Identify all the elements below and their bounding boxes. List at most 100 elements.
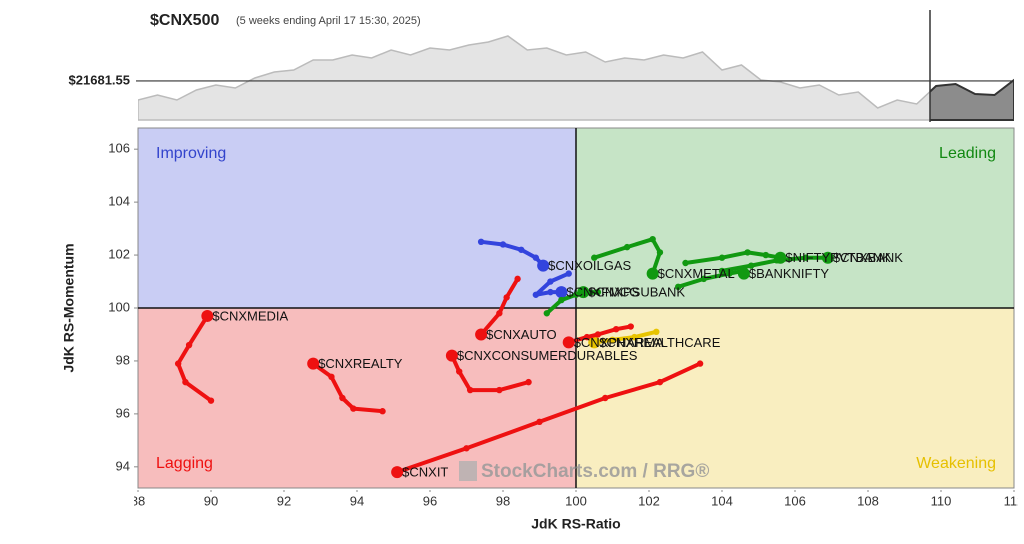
head-dot	[391, 466, 404, 479]
panel-subtitle: (5 weeks ending April 17 15:30, 2025)	[236, 15, 421, 27]
quadrant	[576, 308, 1014, 488]
x-tick-label: 104	[711, 493, 733, 508]
trail-dot	[748, 262, 755, 269]
y-tick-label: 106	[108, 141, 130, 156]
panel-title: $CNX500	[150, 12, 219, 29]
trail-dot	[591, 254, 598, 261]
y-axis-title: JdK RS-Momentum	[61, 243, 77, 372]
trail-dot	[609, 336, 616, 343]
head-dot	[646, 267, 659, 280]
series-label: $NIFTYPVTBANK	[785, 250, 891, 265]
rrg-panel: Improving Leading Lagging Weakening 88 90 92 94…	[61, 127, 1024, 532]
series-label: $CNXPHARMA	[574, 335, 665, 350]
trail-dot	[536, 418, 543, 426]
x-tick-label: 102	[638, 493, 660, 508]
trail-dot	[525, 378, 532, 386]
trail-dot	[207, 397, 215, 404]
trail	[592, 329, 659, 345]
trail-dot	[185, 341, 193, 349]
head-dot	[737, 267, 750, 280]
x-tick-label: 88	[131, 493, 145, 508]
y-tick-label: 96	[116, 405, 130, 420]
trail-dot	[518, 246, 525, 253]
quadrant-label: Weakening	[916, 455, 996, 472]
series-label: $CNXMETAL	[658, 266, 735, 281]
price-panel: $CNX500 (5 weeks ending April 17 15:30, 2…	[69, 10, 1014, 122]
trail-dot	[182, 378, 189, 386]
x-tick-label: 100	[565, 493, 587, 508]
head-dot	[562, 336, 575, 349]
watermark-icon	[459, 461, 477, 481]
trail-dot	[583, 333, 591, 341]
trail-dot	[602, 394, 609, 402]
series-label: $CNXCONSUMERDURABLES	[457, 348, 638, 363]
head-dot	[588, 336, 601, 349]
trail-dot	[379, 408, 386, 415]
trail-dot	[496, 310, 503, 317]
last-price-label: $21681.55	[69, 72, 130, 87]
price-tail-area	[930, 78, 1014, 121]
head-dot	[475, 328, 488, 341]
trail-dot	[627, 323, 634, 330]
trail-dot	[762, 251, 769, 259]
trail-dot	[682, 259, 689, 267]
trail-dot	[802, 254, 810, 261]
series-label: $CNXPSUBANK	[588, 285, 685, 300]
trail-dot	[656, 249, 664, 256]
x-axis-title: JdK RS-Ratio	[531, 516, 620, 532]
trail-dot	[565, 270, 572, 277]
head-dot	[537, 259, 550, 272]
trail-dot	[328, 373, 335, 381]
y-tick-label: 102	[108, 246, 130, 261]
quadrant-label: Improving	[156, 145, 226, 162]
x-tick-label: 90	[204, 493, 218, 508]
trail-dot	[532, 254, 540, 261]
trail-dot	[496, 386, 503, 394]
trail	[479, 276, 520, 337]
trail-dot	[456, 368, 463, 375]
trail-dot	[514, 275, 521, 283]
x-tick-label: 92	[277, 493, 291, 508]
y-tick-label: 100	[108, 299, 130, 314]
series-label: $CNXBANK	[833, 250, 903, 265]
trail-dot	[503, 294, 510, 301]
series-label: $CNXHEALTHCARE	[599, 335, 720, 350]
trail-dot	[477, 238, 485, 246]
series-label: $BANKNIFTY	[749, 266, 830, 281]
x-tick-label: 108	[857, 493, 879, 508]
quadrant	[138, 128, 576, 308]
head-dot	[201, 309, 214, 322]
series-label: $CNXFMCG	[566, 285, 639, 300]
series-label: $CNXAUTO	[486, 327, 557, 342]
trail-dot	[631, 333, 638, 341]
series-layer	[174, 235, 834, 479]
head-dot	[577, 286, 590, 299]
trail-dot	[675, 283, 682, 291]
x-ticks: 88 90 92 94 96 98 100 102 104 106 108 110 112	[131, 490, 1024, 508]
series-label: $CNXOILGAS	[548, 258, 631, 273]
quadrant-label: Lagging	[156, 455, 213, 472]
x-tick-label: 98	[496, 493, 510, 508]
trail-dot	[653, 328, 660, 336]
x-tick-label: 112	[1004, 493, 1024, 508]
trail-dot	[718, 254, 726, 261]
trail-dot	[339, 394, 346, 402]
trail-dot	[558, 296, 565, 304]
head-dot	[821, 251, 834, 264]
trail-dot	[718, 267, 726, 275]
x-tick-label: 96	[423, 493, 437, 508]
trail-dot	[466, 386, 474, 394]
trail	[395, 361, 703, 475]
trail-dot	[547, 278, 554, 285]
trail-dot	[594, 331, 602, 338]
trail-dot	[696, 360, 704, 367]
trail-dot	[726, 270, 733, 277]
quadrant-label: Leading	[939, 145, 996, 162]
trail-dot	[700, 275, 707, 283]
trail-dot	[656, 378, 664, 386]
trail-dot	[350, 405, 357, 412]
series-label: $CNXMEDIA	[212, 308, 288, 323]
x-tick-label: 110	[931, 493, 952, 508]
y-tick-label: 94	[116, 458, 130, 473]
